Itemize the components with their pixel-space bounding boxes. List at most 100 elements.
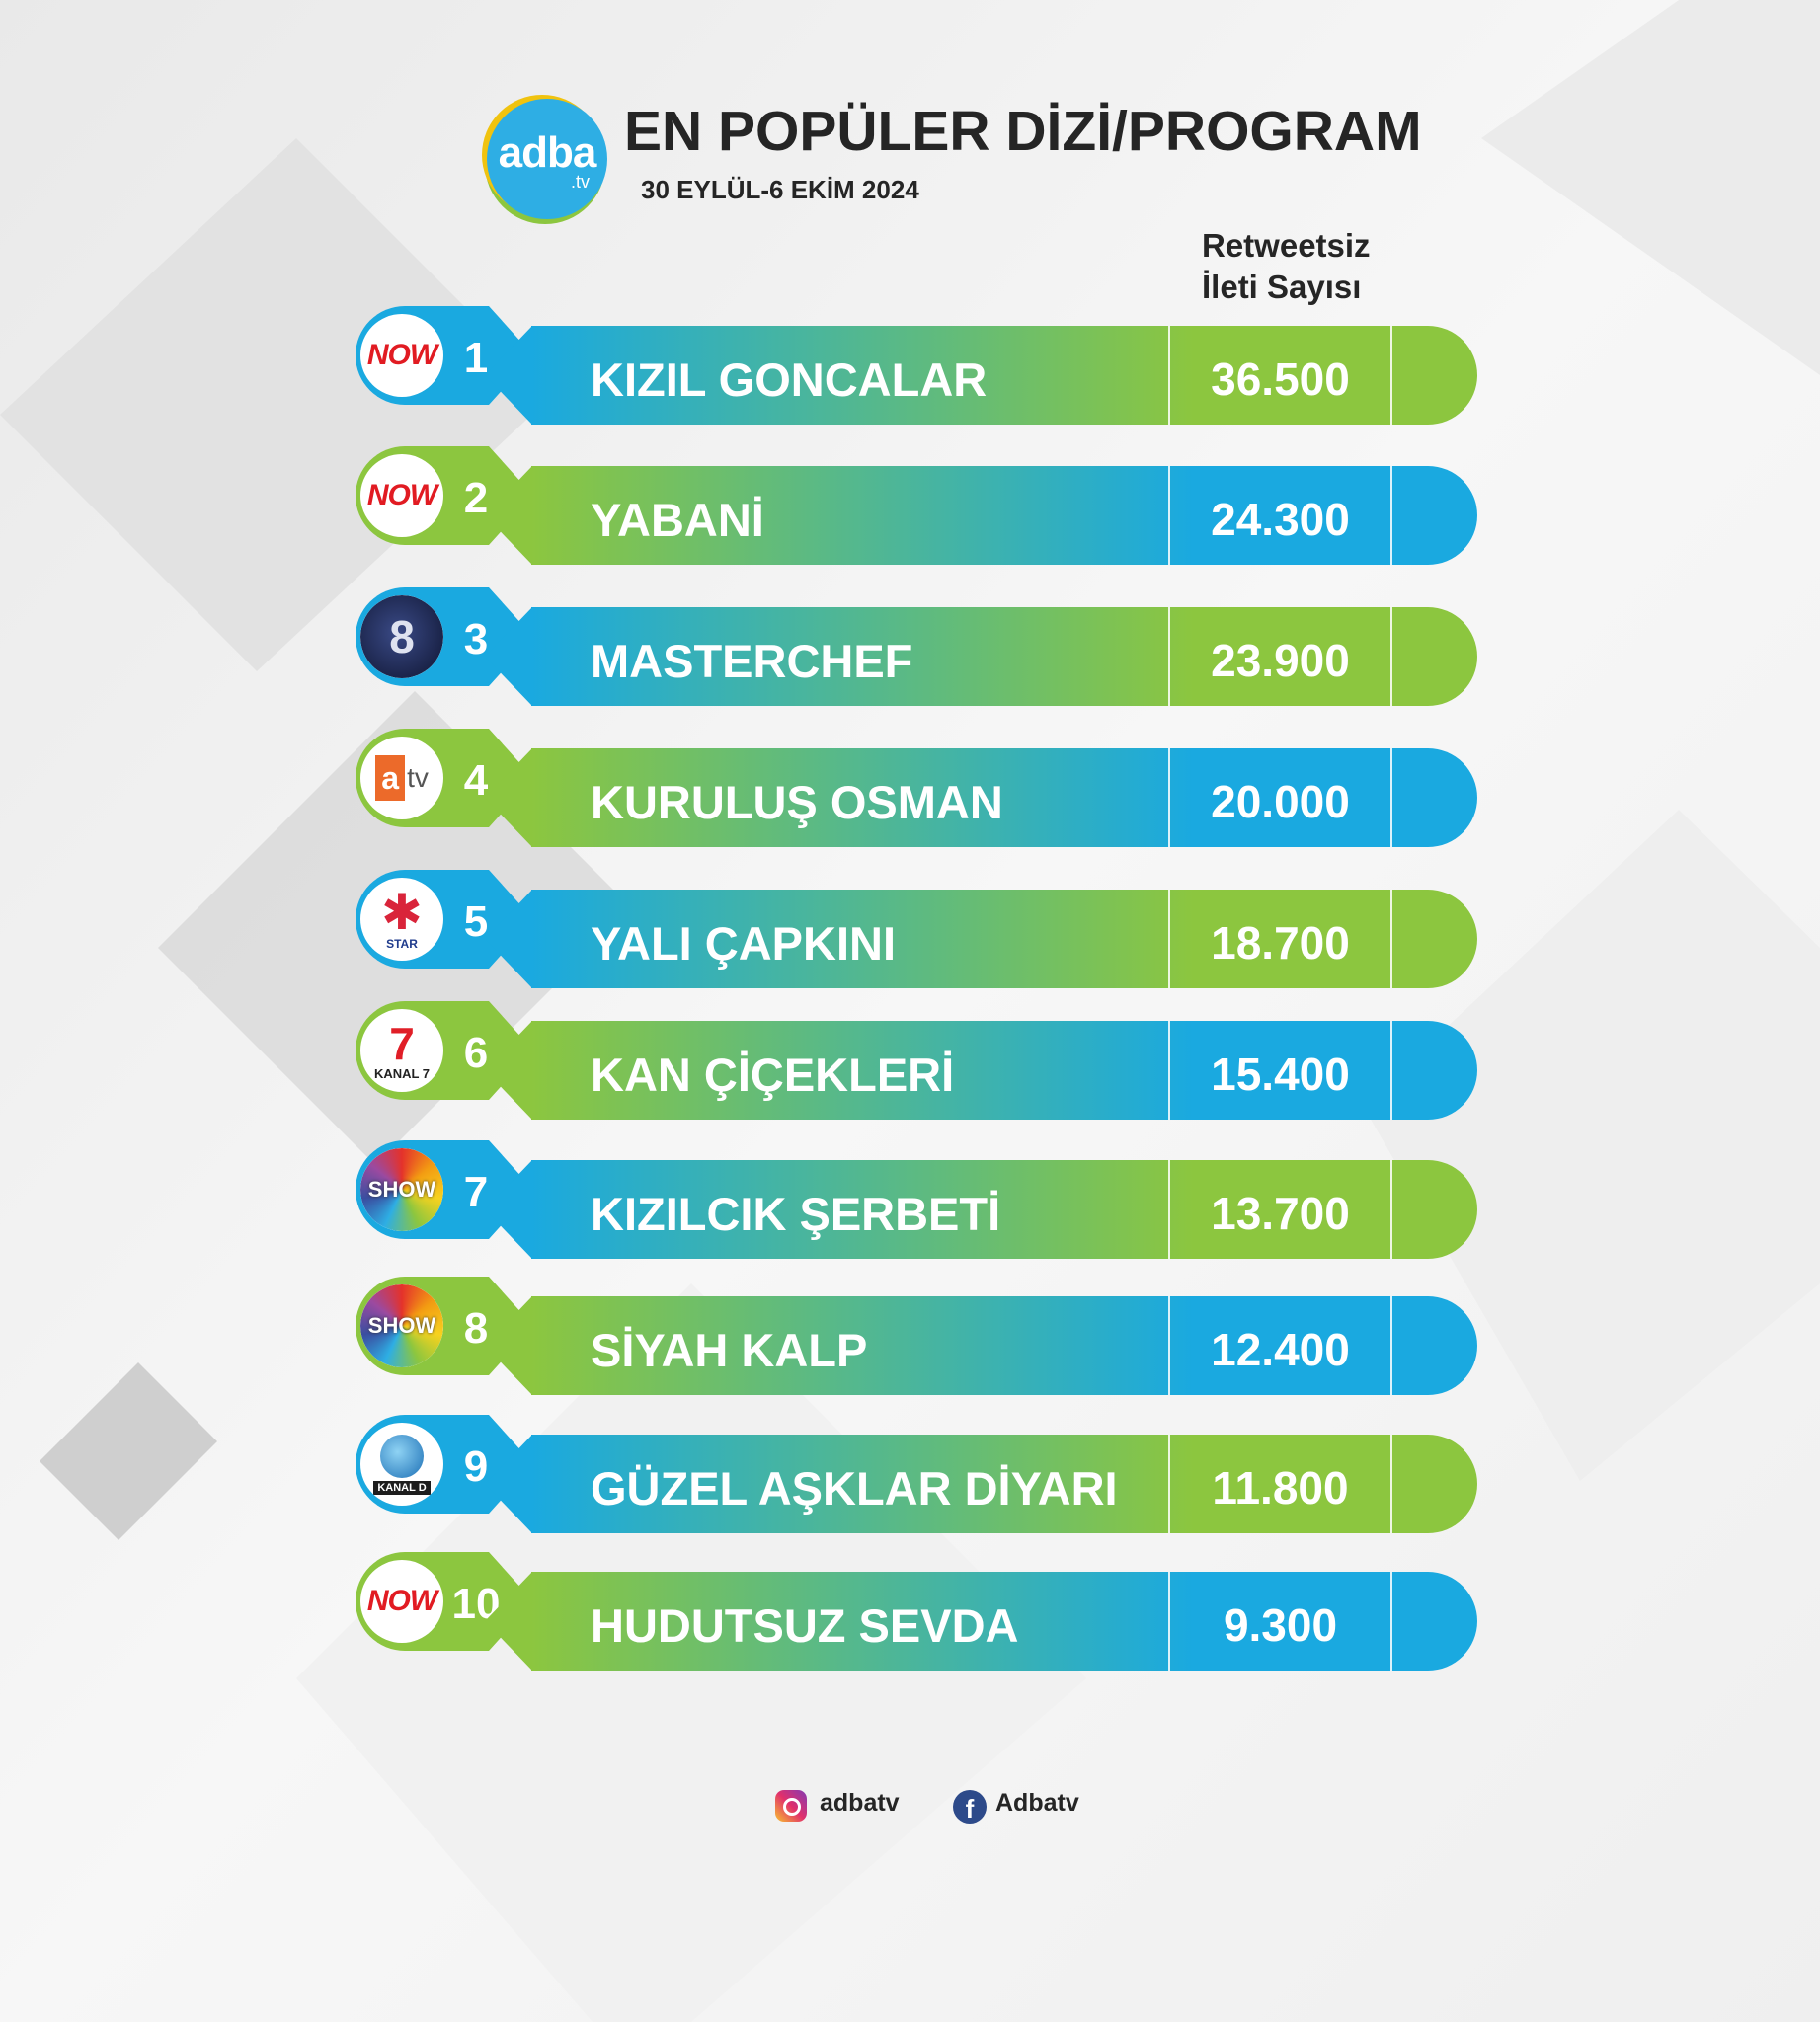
rank-number: 5: [463, 897, 489, 946]
bar-arrow-tip: [485, 1160, 532, 1259]
kanald-logo: KANAL D: [373, 1434, 431, 1495]
tv8-logo: 8: [360, 595, 443, 678]
bar-arrow-tip: [485, 1572, 532, 1671]
bar-arrow-tip: [485, 607, 532, 706]
rank-badge: NOW 2: [356, 446, 533, 545]
message-count: 20.000: [1211, 776, 1350, 827]
channel-logo: 8: [360, 595, 443, 678]
bar-arrow-tip: [485, 466, 532, 565]
ranking-row: NOW 10 HUDUTSUZ SEVDA 9.300: [356, 1552, 1481, 1671]
ranking-bar: MASTERCHEF 23.900: [485, 607, 1477, 706]
rank-badge: SHOW 7: [356, 1140, 533, 1239]
divider: [1390, 326, 1392, 425]
rank-number: 3: [463, 615, 489, 663]
divider: [1168, 607, 1170, 706]
rank-number: 2: [463, 474, 489, 522]
star-logo: ✱ STAR: [381, 885, 423, 951]
channel-logo: a tv: [360, 737, 443, 819]
show-logo: SHOW: [360, 1284, 443, 1367]
bar-arrow-tip: [485, 1435, 532, 1533]
now-logo: NOW: [366, 479, 437, 511]
rank-badge: a tv 4: [356, 729, 533, 827]
rank-number: 9: [463, 1442, 489, 1491]
ranking-bar: KURULUŞ OSMAN 20.000: [485, 748, 1477, 847]
facebook-icon[interactable]: f: [953, 1790, 987, 1824]
divider: [1390, 1435, 1392, 1533]
divider: [1168, 1572, 1170, 1671]
now-logo: NOW: [366, 339, 437, 371]
ranking-bar: YALI ÇAPKINI 18.700: [485, 890, 1477, 988]
message-count: 9.300: [1223, 1599, 1338, 1651]
show-name: HUDUTSUZ SEVDA: [591, 1599, 1019, 1652]
message-count: 15.400: [1211, 1049, 1350, 1100]
logo-text: adba: [498, 128, 597, 177]
rank-badge: SHOW 8: [356, 1277, 533, 1375]
divider: [1168, 748, 1170, 847]
date-range: 30 EYLÜL-6 EKİM 2024: [641, 175, 919, 204]
show-name: YABANİ: [591, 494, 764, 546]
divider: [1390, 1021, 1392, 1120]
ranking-bar: KIZIL GONCALAR 36.500: [485, 326, 1477, 425]
show-name: YALI ÇAPKINI: [591, 917, 897, 970]
atv-logo: a tv: [375, 755, 429, 801]
divider: [1390, 607, 1392, 706]
channel-logo: SHOW: [360, 1148, 443, 1231]
divider: [1168, 1160, 1170, 1259]
rank-number: 8: [463, 1304, 489, 1353]
bar-arrow-tip: [485, 1296, 532, 1395]
logo-suffix: .tv: [570, 172, 590, 192]
instagram-handle[interactable]: adbatv: [820, 1789, 900, 1817]
rank-number: 6: [463, 1029, 489, 1077]
message-count: 11.800: [1212, 1462, 1349, 1514]
message-count: 12.400: [1211, 1324, 1350, 1375]
divider: [1390, 890, 1392, 988]
channel-logo: ✱ STAR: [360, 878, 443, 961]
show-name: KIZILCIK ŞERBETİ: [591, 1188, 1001, 1240]
ranking-bar: KIZILCIK ŞERBETİ 13.700: [485, 1160, 1477, 1259]
now-logo: NOW: [366, 1585, 437, 1617]
rank-number: 4: [463, 756, 489, 805]
show-name: KURULUŞ OSMAN: [591, 776, 1003, 828]
show-name: MASTERCHEF: [591, 635, 913, 687]
channel-logo: SHOW: [360, 1284, 443, 1367]
channel-logo: NOW: [360, 314, 443, 397]
ranking-bar: HUDUTSUZ SEVDA 9.300: [485, 1572, 1477, 1671]
divider: [1390, 1296, 1392, 1395]
ranking-row: KANAL D 9 GÜZEL AŞKLAR DİYARI 11.800: [356, 1415, 1481, 1533]
message-count: 18.700: [1211, 917, 1350, 969]
ranking-row: NOW 1 KIZIL GONCALAR 36.500: [356, 306, 1481, 425]
show-logo: SHOW: [360, 1148, 443, 1231]
divider: [1390, 748, 1392, 847]
kanal7-logo: 7 KANAL 7: [373, 1017, 431, 1081]
ranking-row: NOW 2 YABANİ 24.300: [356, 446, 1481, 565]
rank-number: 1: [463, 334, 489, 382]
message-count: 23.900: [1211, 635, 1350, 686]
ranking-row: ✱ STAR 5 YALI ÇAPKINI 18.700: [356, 870, 1481, 988]
facebook-handle[interactable]: Adbatv: [995, 1789, 1079, 1817]
divider: [1390, 1572, 1392, 1671]
adba-logo: adba .tv: [487, 99, 607, 219]
channel-logo: KANAL D: [360, 1423, 443, 1506]
ranking-bar: GÜZEL AŞKLAR DİYARI 11.800: [485, 1435, 1477, 1533]
channel-logo: NOW: [360, 454, 443, 537]
divider: [1168, 890, 1170, 988]
ranking-row: 8 3 MASTERCHEF 23.900: [356, 587, 1481, 706]
bar-arrow-tip: [485, 1021, 532, 1120]
column-header-line2: İleti Sayısı: [1202, 269, 1362, 305]
bar-arrow-tip: [485, 326, 532, 425]
show-name: KIZIL GONCALAR: [591, 353, 988, 406]
show-name: GÜZEL AŞKLAR DİYARI: [591, 1462, 1118, 1515]
divider: [1168, 326, 1170, 425]
instagram-icon[interactable]: [775, 1790, 807, 1822]
ranking-row: a tv 4 KURULUŞ OSMAN 20.000: [356, 729, 1481, 847]
column-header: Retweetsiz İleti Sayısı: [1202, 225, 1459, 308]
ranking-bar: SİYAH KALP 12.400: [485, 1296, 1477, 1395]
column-header-line1: Retweetsiz: [1202, 227, 1371, 264]
show-name: KAN ÇİÇEKLERİ: [591, 1049, 955, 1101]
divider: [1168, 1296, 1170, 1395]
rank-badge: ✱ STAR 5: [356, 870, 533, 969]
rank-badge: NOW 10: [356, 1552, 533, 1651]
rank-badge: NOW 1: [356, 306, 533, 405]
bar-arrow-tip: [485, 748, 532, 847]
